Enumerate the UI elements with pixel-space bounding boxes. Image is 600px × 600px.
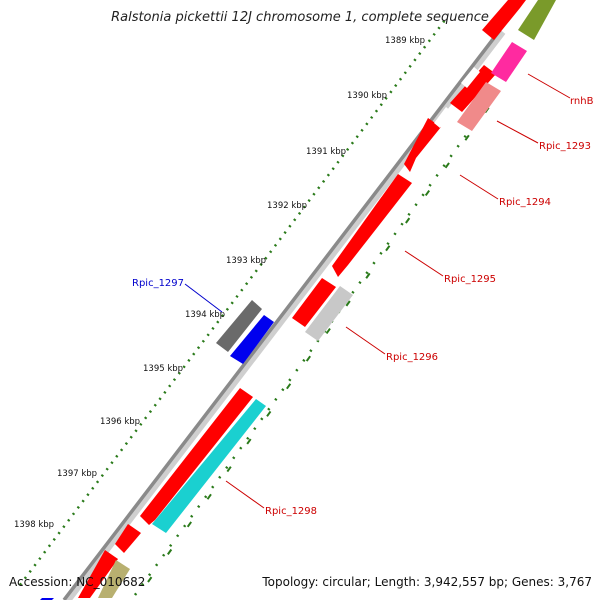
gene-rpic-1294-fwd — [450, 65, 496, 112]
gene-rpic-1296-fwd — [292, 278, 336, 327]
inner-tick-ring-dash — [147, 84, 506, 583]
kbp-label: 1395 kbp — [143, 364, 183, 374]
gene-rpic-1293 — [457, 82, 501, 131]
kbp-label: 1398 kbp — [14, 520, 54, 530]
gene-label-rpic-1298: Rpic_1298 — [265, 506, 317, 517]
gene-label-rpic-1293: Rpic_1293 — [539, 141, 591, 152]
gene-rpic-1298 — [140, 388, 253, 525]
kbp-label: 1392 kbp — [267, 201, 307, 211]
kbp-label: 1389 kbp — [385, 36, 425, 46]
kbp-labels: 1389 kbp 1390 kbp 1391 kbp 1392 kbp 1393 kbp… — [14, 36, 425, 530]
gene-rpic-1292 — [482, 0, 526, 40]
gene-label-rpic-1294: Rpic_1294 — [499, 197, 551, 208]
gene-rpic-1297-gray — [216, 300, 262, 352]
gene-rpic-1300 — [78, 550, 118, 598]
kbp-label: 1397 kbp — [57, 469, 97, 479]
gene-label-rpic-1295: Rpic_1295 — [444, 274, 496, 285]
gene-rpic-1295-fwd-a — [404, 118, 441, 172]
topology-summary: Topology: circular; Length: 3,942,557 bp… — [262, 575, 592, 589]
gene-rpic-1297 — [230, 315, 274, 364]
gene-khaki — [98, 560, 130, 598]
kbp-label: 1396 kbp — [100, 417, 140, 427]
kbp-label: 1394 kbp — [185, 310, 225, 320]
inner-tick-ring — [133, 94, 497, 596]
gene-label-rnhb: rnhB — [570, 96, 594, 107]
gene-rpic-1299 — [115, 524, 141, 553]
map-title: Ralstonia pickettii 12J chromosome 1, co… — [111, 10, 489, 25]
kbp-label: 1390 kbp — [347, 91, 387, 101]
kbp-label: 1391 kbp — [306, 147, 346, 157]
gene-rpic-1296 — [305, 286, 353, 341]
gene-rnhb — [491, 42, 527, 82]
outer-tick-ring — [19, 19, 446, 586]
gene-label-rpic-1297: Rpic_1297 — [132, 278, 184, 289]
gene-rpic-1295-fwd-b — [332, 174, 412, 277]
track-gaps — [245, 67, 480, 392]
gene-rpic-1298-cyan — [152, 399, 266, 533]
accession-text: Accession: NC_010682 — [9, 575, 146, 589]
kbp-label: 1393 kbp — [226, 256, 266, 266]
gene-label-rpic-1296: Rpic_1296 — [386, 352, 438, 363]
leader-lines — [184, 73, 571, 509]
gene-olive — [518, 0, 556, 40]
